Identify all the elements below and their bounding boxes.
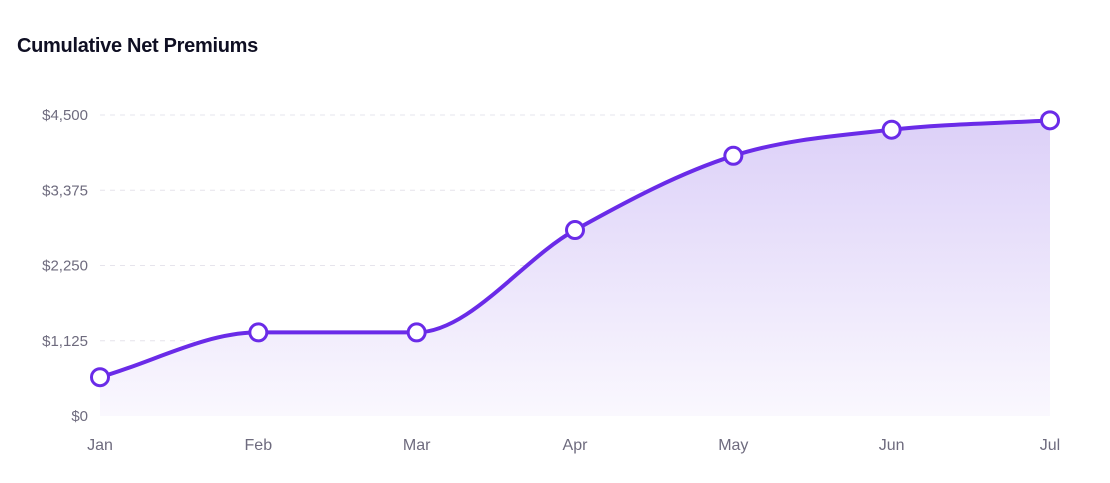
x-tick-label: Jan: [87, 437, 113, 454]
y-axis-ticks: $0 $1,125 $2,250 $3,375 $4,500: [42, 107, 88, 425]
data-point-apr[interactable]: [565, 220, 585, 241]
x-tick-label: Feb: [245, 437, 273, 454]
area-fill: [100, 120, 1050, 417]
data-markers: [90, 110, 1060, 388]
data-point-feb[interactable]: [248, 322, 269, 343]
data-point-mar[interactable]: [406, 322, 427, 343]
y-tick-label: $1,125: [42, 333, 88, 350]
x-tick-label: Apr: [563, 437, 589, 454]
x-tick-label: Jul: [1040, 437, 1060, 454]
x-axis-ticks: Jan Feb Mar Apr May Jun Jul: [87, 437, 1060, 454]
x-tick-label: May: [718, 437, 748, 454]
y-tick-label: $3,375: [42, 182, 88, 199]
x-tick-label: Jun: [879, 437, 905, 454]
data-point-jan[interactable]: [90, 367, 110, 388]
data-point-may[interactable]: [723, 145, 744, 166]
y-tick-label: $4,500: [42, 107, 88, 124]
data-point-jul[interactable]: [1040, 110, 1060, 131]
y-tick-label: $2,250: [42, 258, 88, 275]
y-tick-label: $0: [71, 408, 88, 425]
x-tick-label: Mar: [403, 437, 431, 454]
data-point-jun[interactable]: [881, 119, 902, 140]
area-fill-path: [100, 120, 1050, 417]
chart-title: Cumulative Net Premiums: [17, 35, 258, 57]
